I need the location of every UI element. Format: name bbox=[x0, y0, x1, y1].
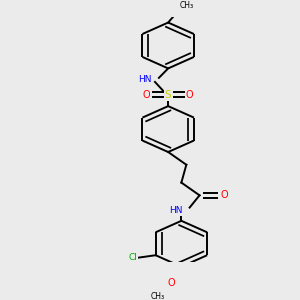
Text: O: O bbox=[168, 278, 175, 288]
Text: CH₃: CH₃ bbox=[179, 1, 194, 10]
Text: Cl: Cl bbox=[128, 253, 137, 262]
Text: O: O bbox=[186, 90, 194, 100]
Text: S: S bbox=[165, 90, 172, 100]
Text: O: O bbox=[143, 90, 151, 100]
Text: CH₃: CH₃ bbox=[150, 292, 164, 300]
Text: O: O bbox=[220, 190, 228, 200]
Text: HN: HN bbox=[138, 75, 152, 84]
Text: HN: HN bbox=[169, 206, 183, 215]
